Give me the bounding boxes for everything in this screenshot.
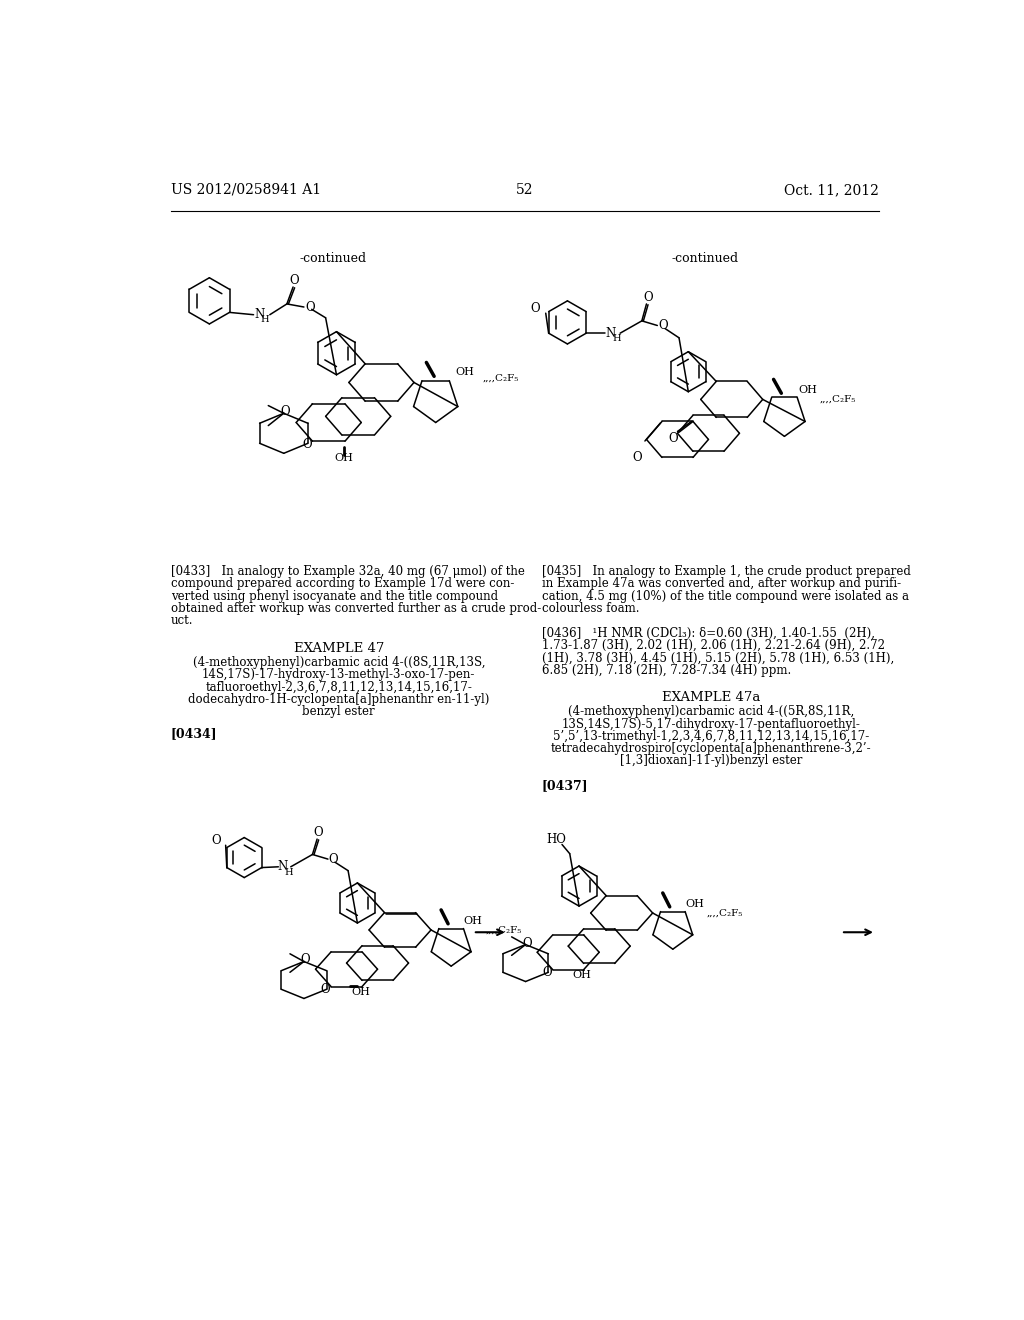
Text: O: O	[305, 301, 315, 314]
Text: US 2012/0258941 A1: US 2012/0258941 A1	[171, 183, 321, 197]
Text: O: O	[668, 432, 678, 445]
Text: OH: OH	[685, 899, 705, 908]
Text: H: H	[612, 334, 621, 343]
Text: OH: OH	[456, 367, 475, 376]
Text: O: O	[321, 982, 331, 995]
Text: O: O	[633, 451, 642, 465]
Text: [0435]   In analogy to Example 1, the crude product prepared: [0435] In analogy to Example 1, the crud…	[542, 565, 910, 578]
Text: EXAMPLE 47: EXAMPLE 47	[294, 642, 384, 655]
Text: H: H	[261, 315, 269, 323]
Text: O: O	[643, 292, 653, 305]
Text: -continued: -continued	[672, 252, 739, 264]
Text: N: N	[255, 308, 265, 321]
Text: ,,,,C₂F₅: ,,,,C₂F₅	[707, 908, 743, 917]
Text: dodecahydro-1H-cyclopenta[a]phenanthr en-11-yl): dodecahydro-1H-cyclopenta[a]phenanthr en…	[188, 693, 489, 706]
Text: 5’,5’,13-trimethyl-1,2,3,4,6,7,8,11,12,13,14,15,16,17-: 5’,5’,13-trimethyl-1,2,3,4,6,7,8,11,12,1…	[553, 730, 869, 743]
Text: uct.: uct.	[171, 614, 194, 627]
Text: O: O	[529, 302, 540, 315]
Text: ,,,,C₂F₅: ,,,,C₂F₅	[482, 374, 518, 383]
Text: HO: HO	[547, 833, 566, 846]
Text: O: O	[281, 405, 290, 418]
Text: O: O	[290, 275, 299, 288]
Text: [0434]: [0434]	[171, 727, 217, 739]
Text: [0436]   ¹H NMR (CDCl₃): δ=0.60 (3H), 1.40-1.55  (2H),: [0436] ¹H NMR (CDCl₃): δ=0.60 (3H), 1.40…	[542, 627, 874, 640]
Text: H: H	[284, 867, 293, 876]
Text: [0433]   In analogy to Example 32a, 40 mg (67 μmol) of the: [0433] In analogy to Example 32a, 40 mg …	[171, 565, 524, 578]
Text: [0437]: [0437]	[542, 779, 589, 792]
Text: OH: OH	[335, 453, 353, 463]
Text: -continued: -continued	[300, 252, 367, 264]
Text: OH: OH	[572, 970, 592, 981]
Text: O: O	[329, 853, 338, 866]
Text: Oct. 11, 2012: Oct. 11, 2012	[784, 183, 879, 197]
Text: O: O	[543, 966, 552, 979]
Text: OH: OH	[351, 987, 370, 998]
Text: O: O	[301, 953, 310, 966]
Text: EXAMPLE 47a: EXAMPLE 47a	[662, 692, 760, 705]
Text: ,,,,C₂F₅: ,,,,C₂F₅	[485, 925, 521, 935]
Text: colourless foam.: colourless foam.	[542, 602, 639, 615]
Text: (4-methoxyphenyl)carbamic acid 4-((5R,8S,11R,: (4-methoxyphenyl)carbamic acid 4-((5R,8S…	[567, 705, 854, 718]
Text: compound prepared according to Example 17d were con-: compound prepared according to Example 1…	[171, 577, 514, 590]
Text: 13S,14S,17S)-5,17-dihydroxy-17-pentafluoroethyl-: 13S,14S,17S)-5,17-dihydroxy-17-pentafluo…	[561, 718, 860, 730]
Text: (4-methoxyphenyl)carbamic acid 4-((8S,11R,13S,: (4-methoxyphenyl)carbamic acid 4-((8S,11…	[193, 656, 485, 669]
Text: 14S,17S)-17-hydroxy-13-methyl-3-oxo-17-pen-: 14S,17S)-17-hydroxy-13-methyl-3-oxo-17-p…	[202, 668, 475, 681]
Text: in Example 47a was converted and, after workup and purifi-: in Example 47a was converted and, after …	[542, 577, 901, 590]
Text: N: N	[606, 326, 616, 339]
Text: N: N	[278, 861, 288, 874]
Text: O: O	[522, 936, 531, 949]
Text: cation, 4.5 mg (10%) of the title compound were isolated as a: cation, 4.5 mg (10%) of the title compou…	[542, 590, 909, 603]
Text: benzyl ester: benzyl ester	[302, 705, 375, 718]
Text: ,,,,C₂F₅: ,,,,C₂F₅	[820, 395, 856, 404]
Text: obtained after workup was converted further as a crude prod-: obtained after workup was converted furt…	[171, 602, 541, 615]
Text: 52: 52	[516, 183, 534, 197]
Text: O: O	[211, 834, 221, 847]
Text: OH: OH	[799, 385, 817, 395]
Text: O: O	[302, 437, 312, 450]
Text: 1.73-1.87 (3H), 2.02 (1H), 2.06 (1H), 2.21-2.64 (9H), 2.72: 1.73-1.87 (3H), 2.02 (1H), 2.06 (1H), 2.…	[542, 639, 885, 652]
Text: O: O	[658, 319, 669, 333]
Text: tafluoroethyl-2,3,6,7,8,11,12,13,14,15,16,17-: tafluoroethyl-2,3,6,7,8,11,12,13,14,15,1…	[206, 681, 472, 693]
Text: O: O	[313, 826, 324, 840]
Text: tetradecahydrospiro[cyclopenta[a]phenanthrene-3,2’-: tetradecahydrospiro[cyclopenta[a]phenant…	[551, 742, 871, 755]
Text: [1,3]dioxan]-11-yl)benzyl ester: [1,3]dioxan]-11-yl)benzyl ester	[620, 755, 802, 767]
Text: (1H), 3.78 (3H), 4.45 (1H), 5.15 (2H), 5.78 (1H), 6.53 (1H),: (1H), 3.78 (3H), 4.45 (1H), 5.15 (2H), 5…	[542, 651, 894, 664]
Text: verted using phenyl isocyanate and the title compound: verted using phenyl isocyanate and the t…	[171, 590, 498, 603]
Text: OH: OH	[464, 916, 482, 925]
Text: 6.85 (2H), 7.18 (2H), 7.28-7.34 (4H) ppm.: 6.85 (2H), 7.18 (2H), 7.28-7.34 (4H) ppm…	[542, 664, 792, 677]
